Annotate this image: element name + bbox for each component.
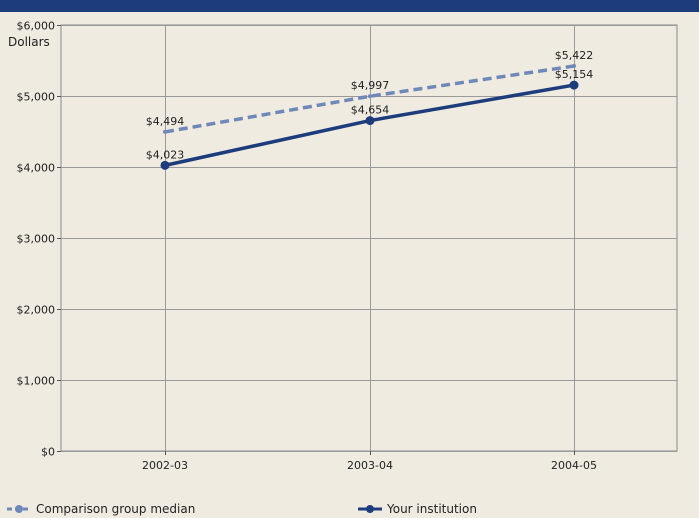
data-point bbox=[368, 94, 372, 99]
legend: Comparison group median Your institution bbox=[0, 499, 699, 518]
legend-label-comparison: Comparison group median bbox=[36, 502, 196, 516]
grid-layer: $0 $1,000 $2,000 $3,000 $4,000 $5,000 $6,000 20… bbox=[17, 20, 678, 472]
legend-item-comparison: Comparison group median bbox=[6, 502, 195, 516]
dashed-line-icon bbox=[7, 505, 31, 513]
header-bar bbox=[0, 0, 699, 12]
y-tick-label: $6,000 bbox=[17, 20, 56, 33]
data-label: $4,023 bbox=[146, 148, 185, 161]
y-tick-label: $1,000 bbox=[17, 375, 56, 388]
x-tick-label: 2004-05 bbox=[551, 459, 597, 472]
data-label: $4,997 bbox=[351, 79, 390, 92]
legend-label-institution: Your institution bbox=[387, 502, 477, 516]
solid-line-icon bbox=[358, 505, 382, 513]
y-tick-label: $3,000 bbox=[17, 233, 56, 246]
data-label: $5,422 bbox=[555, 49, 594, 62]
x-tick-label: 2003-04 bbox=[347, 459, 393, 472]
data-label: $5,154 bbox=[555, 68, 594, 81]
legend-item-institution: Your institution bbox=[357, 502, 477, 516]
data-point bbox=[365, 116, 375, 126]
y-tick-label: $0 bbox=[41, 446, 55, 459]
y-tick-label: $2,000 bbox=[17, 304, 56, 317]
data-point bbox=[160, 160, 170, 170]
data-point bbox=[163, 129, 167, 134]
data-label: $4,494 bbox=[146, 115, 185, 128]
x-tick-label: 2002-03 bbox=[142, 459, 188, 472]
data-label: $4,654 bbox=[351, 104, 390, 117]
line-chart: $0 $1,000 $2,000 $3,000 $4,000 $5,000 $6,000 20… bbox=[8, 20, 678, 472]
y-tick-label: $5,000 bbox=[17, 91, 56, 104]
series-layer: $4,494 $4,997 $5,422 $4,023 $4,654 $5,154 bbox=[146, 49, 594, 170]
y-axis-label: Dollars bbox=[8, 35, 50, 49]
y-tick-label: $4,000 bbox=[17, 162, 56, 175]
data-point bbox=[569, 80, 579, 90]
data-point bbox=[572, 64, 576, 69]
